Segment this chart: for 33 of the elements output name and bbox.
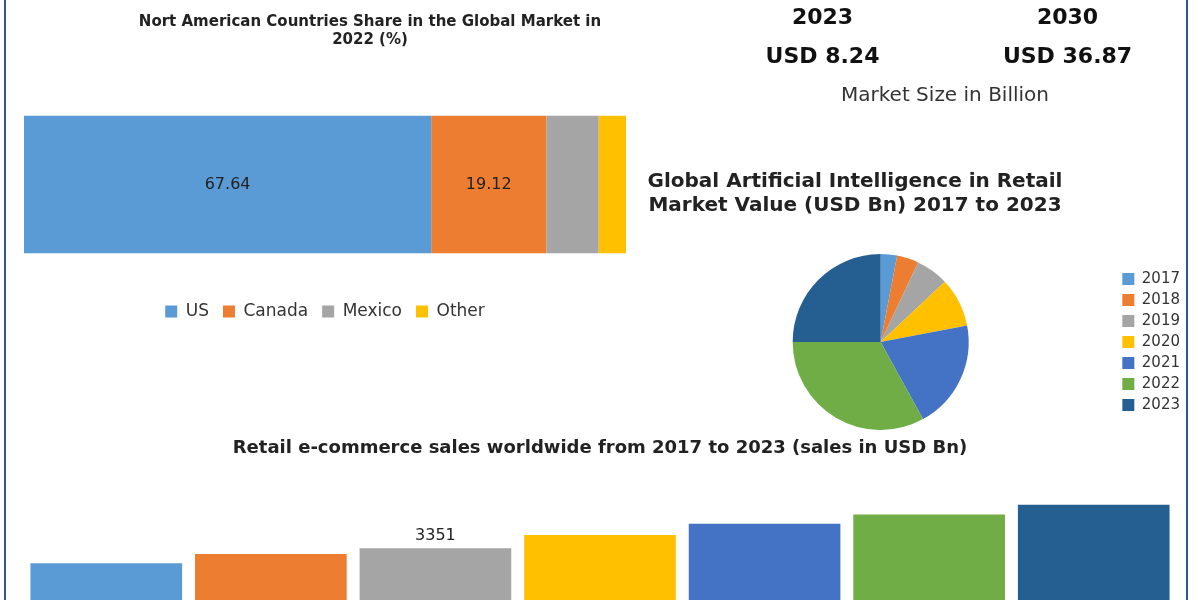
- bar: [546, 115, 599, 254]
- bar: [598, 115, 626, 254]
- bar: [853, 514, 1005, 600]
- text: Market Size in Billion: [840, 82, 1050, 106]
- legend-label: Other: [436, 299, 485, 320]
- bar: [524, 535, 676, 600]
- legend-label: 2020: [1141, 331, 1181, 350]
- legend-label: 2019: [1141, 310, 1181, 329]
- legend-label: 2023: [1141, 394, 1181, 413]
- bar: [688, 523, 841, 600]
- data-label: 67.64: [204, 173, 251, 193]
- legend-label: Canada: [243, 299, 309, 320]
- legend-label: 2021: [1141, 352, 1181, 371]
- bar: [195, 553, 347, 600]
- chart-title: Global Artificial Intelligence in Retail Market Value (USD Bn) 2017 to 2023: [646, 168, 1064, 218]
- text: 2023: [790, 4, 855, 29]
- text: USD 36.87: [1001, 43, 1134, 68]
- bar: [24, 115, 432, 254]
- bar: [359, 548, 512, 600]
- bar: [30, 563, 183, 600]
- legend-label: 2017: [1141, 268, 1181, 287]
- data-label: 3351: [415, 525, 456, 545]
- legend-label: 2018: [1141, 289, 1181, 308]
- chart-title: Nort American Countries Share in the Global Market in 2022 (%): [137, 12, 603, 50]
- chart-title: Retail e-commerce sales worldwide from 2017 to 2023 (sales in USD Bn): [231, 436, 969, 459]
- legend-label: 2022: [1141, 373, 1181, 392]
- bar: [1017, 504, 1170, 600]
- text: USD 8.24: [764, 43, 881, 68]
- legend-label: Mexico: [342, 299, 403, 320]
- legend-label: US: [185, 299, 209, 320]
- text: 2030: [1035, 4, 1100, 29]
- bar: [431, 115, 547, 254]
- data-label: 19.12: [465, 173, 512, 193]
